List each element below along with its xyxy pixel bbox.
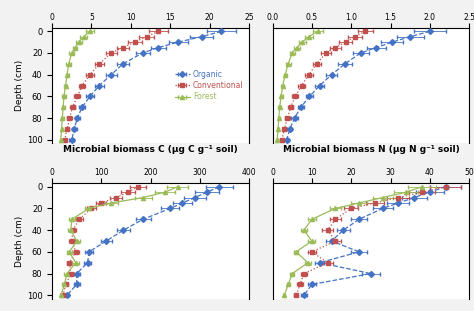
Title: Microbial biomass N (μg N g⁻¹ soil): Microbial biomass N (μg N g⁻¹ soil) — [283, 145, 459, 154]
Title: Microbial biomass C (μg C g⁻¹ soil): Microbial biomass C (μg C g⁻¹ soil) — [63, 145, 238, 154]
Legend: Organic, Conventional, Forest: Organic, Conventional, Forest — [173, 68, 245, 103]
Y-axis label: Depth (cm): Depth (cm) — [15, 60, 24, 111]
Y-axis label: Depth (cm): Depth (cm) — [15, 215, 24, 267]
